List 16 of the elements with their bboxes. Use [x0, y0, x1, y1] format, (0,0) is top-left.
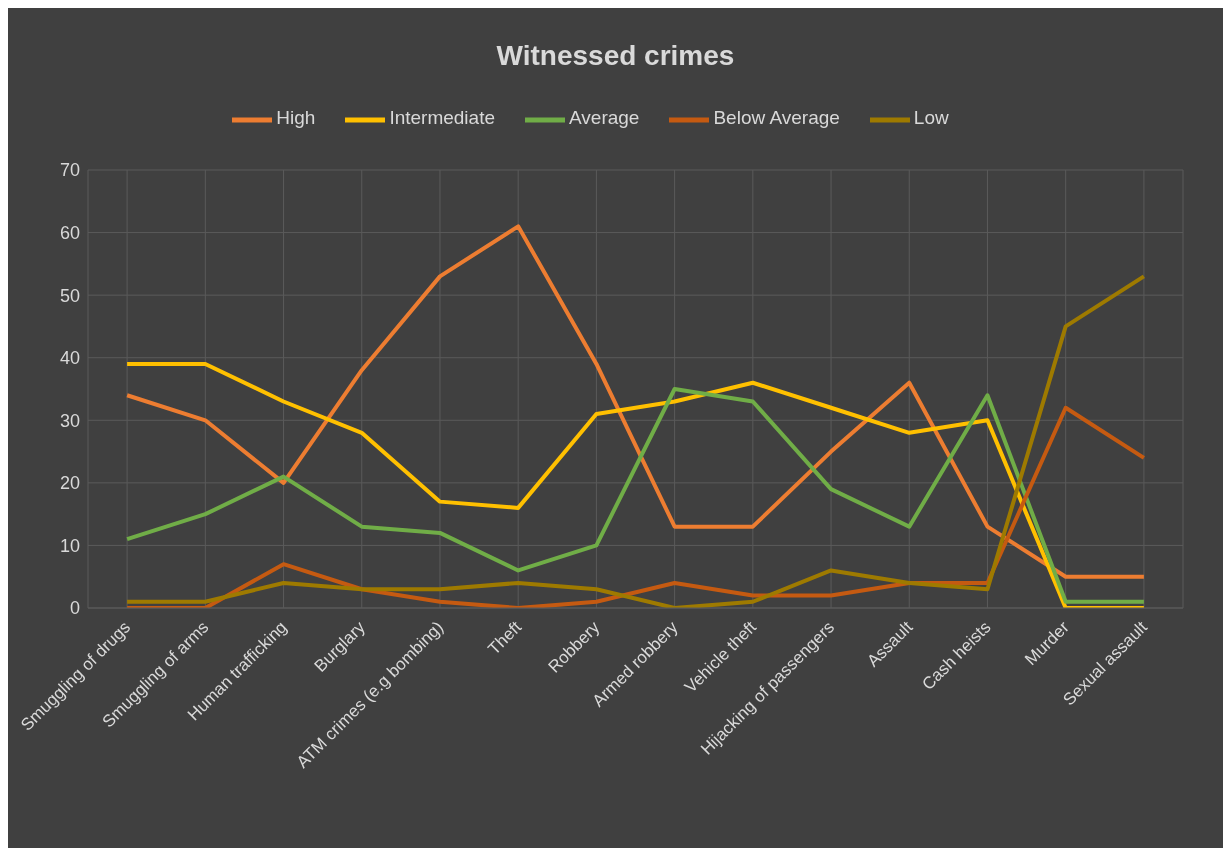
y-tick-label: 60 — [59, 222, 80, 243]
y-tick-label: 20 — [59, 473, 80, 494]
y-tick-label: 40 — [59, 348, 80, 369]
y-tick-label: 50 — [59, 285, 80, 306]
legend-label: Below Average — [713, 107, 840, 129]
legend-label: High — [276, 107, 316, 129]
chart-title: Witnessed crimes — [495, 39, 736, 73]
y-tick-label: 10 — [59, 535, 80, 556]
y-tick-label: 70 — [59, 160, 80, 181]
legend-label: Low — [913, 107, 949, 129]
line-series — [125, 224, 1146, 579]
legend-label: Intermediate — [389, 107, 495, 129]
y-tick-label: 30 — [59, 410, 80, 431]
line-series — [125, 274, 1146, 608]
y-tick-label: 0 — [69, 598, 80, 619]
legend-label: Average — [569, 107, 640, 129]
